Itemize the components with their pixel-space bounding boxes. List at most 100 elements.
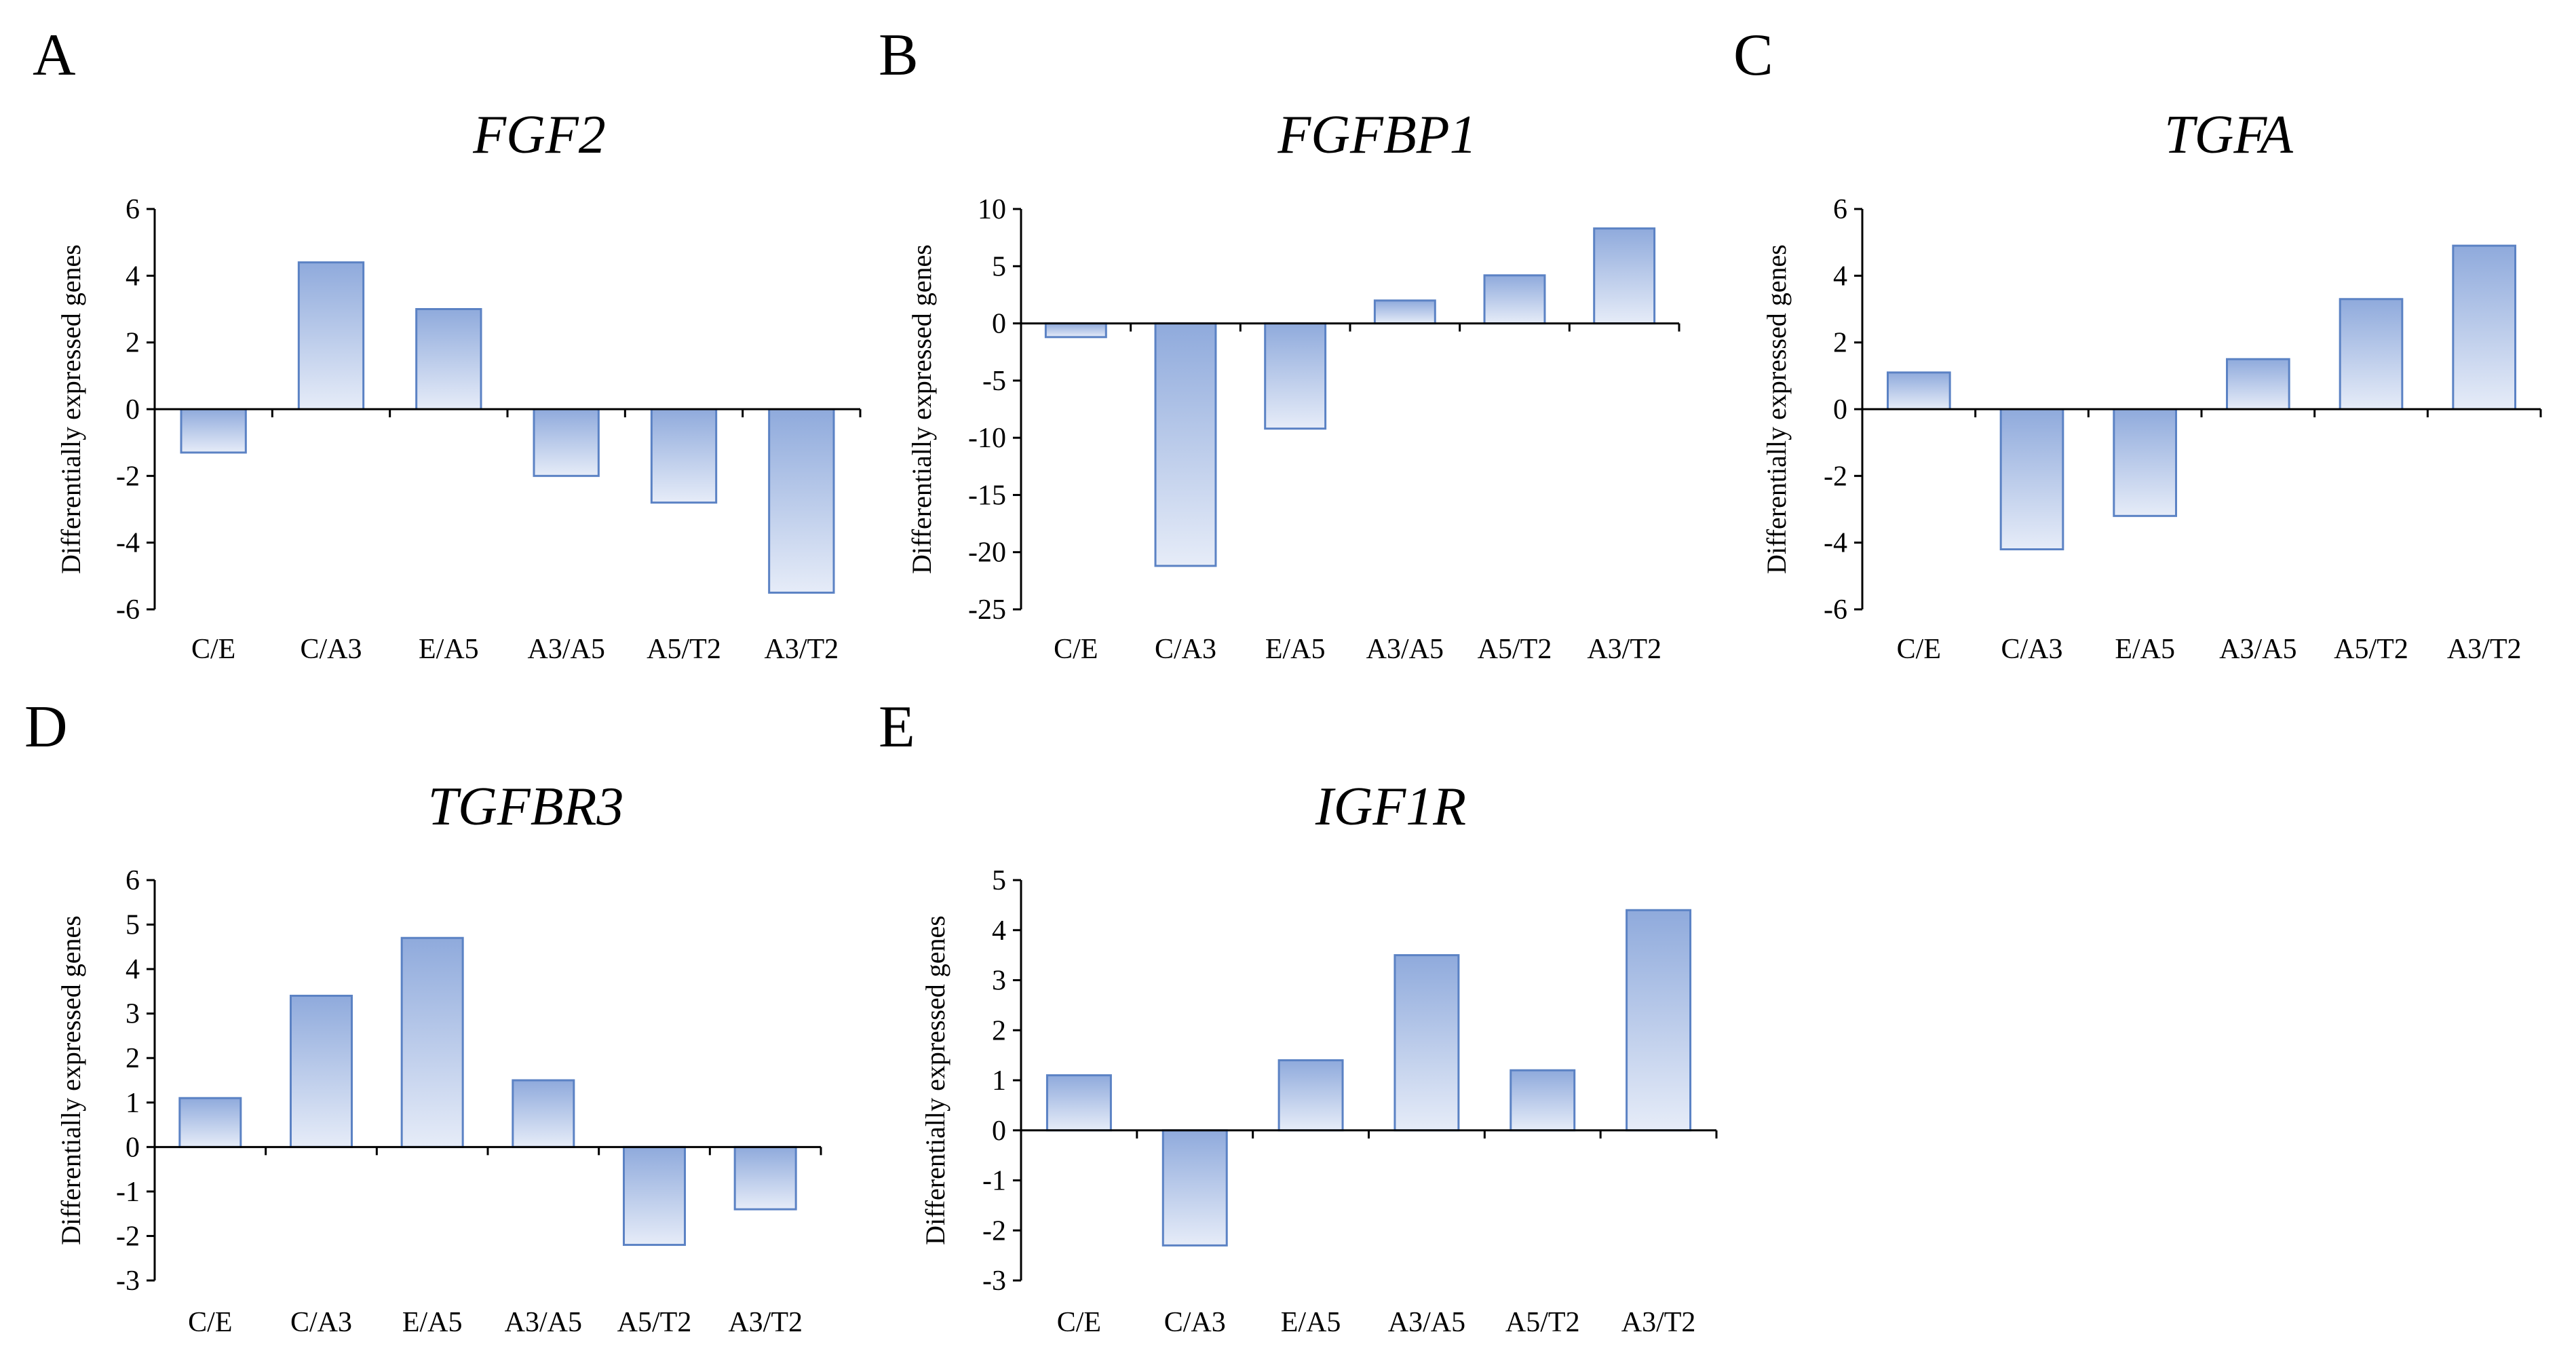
x-tick-label: E/A5 [2115,634,2175,665]
bar-c-a3 [297,261,365,411]
y-tick-label: -2 [116,1221,140,1252]
bar-a3-t2 [733,1145,797,1211]
x-tick-label: A3/A5 [505,1307,582,1338]
y-tick-label: -1 [116,1177,140,1208]
chart-panel-e: E IGF1R Differentially expressed genes 5 4 3 2… [879,694,1718,1338]
chart-title: TGFBR3 [428,777,624,837]
x-tick-label: C/E [1057,1307,1101,1338]
y-tick-label: 2 [126,1043,140,1074]
chart-title: IGF1R [1315,777,1466,837]
y-tick-label: 4 [126,261,140,292]
chart-panel-a: A FGF2 Differentially expressed genes 6 4 2 0 -… [33,22,862,665]
bar-a5-t2 [1483,274,1546,325]
y-tick-label: -3 [982,1266,1006,1297]
x-tick-label: C/A3 [290,1307,352,1338]
x-tick-label: A5/T2 [617,1307,692,1338]
y-tick-label: -20 [968,537,1006,569]
chart-title: FGF2 [472,105,606,165]
y-axis-title: Differentially expressed genes [920,915,950,1245]
y-tick-label: 3 [126,999,140,1030]
y-tick-label: 5 [126,910,140,941]
y-tick-label: 2 [992,1015,1006,1046]
panel-letter: C [1733,22,1773,88]
bar-e-a5 [1277,1059,1344,1132]
y-tick-label: 3 [992,966,1006,997]
y-tick-label: 5 [992,251,1006,282]
x-tick-label: A3/T2 [765,634,839,665]
y-tick-label: -2 [982,1215,1006,1247]
x-tick-label: A3/T2 [1587,634,1661,665]
y-tick-label: -3 [116,1266,140,1297]
x-tick-label: A5/T2 [1505,1307,1580,1338]
x-tick-label: C/E [1897,634,1941,665]
y-tick-label: 5 [992,865,1006,896]
bar-e-a5 [1264,322,1327,430]
panel-letter: D [24,694,68,760]
y-tick-label: 4 [126,954,140,985]
x-tick-label: E/A5 [419,634,479,665]
y-tick-label: 0 [992,309,1006,340]
x-tick-label: C/A3 [1155,634,1216,665]
x-tick-label: A5/T2 [2334,634,2408,665]
y-axis-title: Differentially expressed genes [906,244,937,574]
y-tick-label: -2 [116,461,140,492]
y-tick-label: -4 [116,528,140,559]
x-tick-label: E/A5 [1281,1307,1341,1338]
y-tick-label: 4 [1833,261,1847,292]
y-tick-label: 10 [978,194,1006,225]
y-tick-label: -6 [1824,594,1847,626]
x-tick-label: A3/T2 [1621,1307,1696,1338]
y-tick-label: 0 [992,1116,1006,1147]
x-tick-label: A5/T2 [1478,634,1552,665]
y-tick-label: 0 [126,1132,140,1163]
x-tick-label: E/A5 [402,1307,463,1338]
x-tick-label: C/A3 [2001,634,2062,665]
y-tick-label: 1 [992,1065,1006,1097]
y-tick-label: -1 [982,1166,1006,1197]
y-tick-label: 2 [1833,328,1847,359]
x-tick-label: C/A3 [300,634,362,665]
x-tick-label: C/E [191,634,235,665]
y-axis-title: Differentially expressed genes [56,244,86,574]
x-tick-label: E/A5 [1265,634,1326,665]
bar-c-e [180,408,247,454]
bar-c-a3 [289,994,353,1148]
panel-letter: A [33,22,76,88]
bar-a3-a5 [533,408,600,477]
y-tick-label: -4 [1824,528,1847,559]
bar-c-e [1887,371,1951,411]
bar-a3-a5 [1373,299,1436,325]
chart-title: FGFBP1 [1277,105,1476,165]
bar-c-e [1044,322,1107,339]
y-tick-label: 6 [126,865,140,896]
y-tick-label: -10 [968,423,1006,454]
x-tick-label: A3/T2 [2447,634,2522,665]
y-tick-label: 4 [992,915,1006,947]
y-tick-label: 0 [1833,394,1847,425]
bar-c-a3 [1154,322,1217,567]
bar-a5-t2 [1510,1069,1576,1132]
panel-letter: B [879,22,919,88]
bar-c-a3 [1999,408,2064,550]
x-tick-label: C/E [188,1307,232,1338]
x-tick-label: A3/A5 [527,634,604,665]
y-tick-label: -2 [1824,461,1847,492]
y-tick-label: 6 [1833,194,1847,225]
bar-a3-t2 [768,408,835,594]
x-tick-label: A3/T2 [728,1307,803,1338]
bar-a3-a5 [1393,954,1460,1132]
bar-e-a5 [2113,408,2177,517]
y-axis-title: Differentially expressed genes [56,915,86,1245]
x-tick-label: A5/T2 [647,634,721,665]
y-tick-label: -5 [982,366,1006,397]
bar-c-e [1045,1074,1112,1132]
bar-a3-t2 [1626,909,1692,1132]
x-tick-label: A3/A5 [2219,634,2296,665]
bar-a3-t2 [2452,244,2516,411]
x-tick-label: C/A3 [1164,1307,1226,1338]
y-tick-label: -25 [968,594,1006,626]
bar-a3-a5 [512,1079,575,1148]
y-tick-label: 1 [126,1088,140,1119]
chart-title: TGFA [2164,105,2294,165]
